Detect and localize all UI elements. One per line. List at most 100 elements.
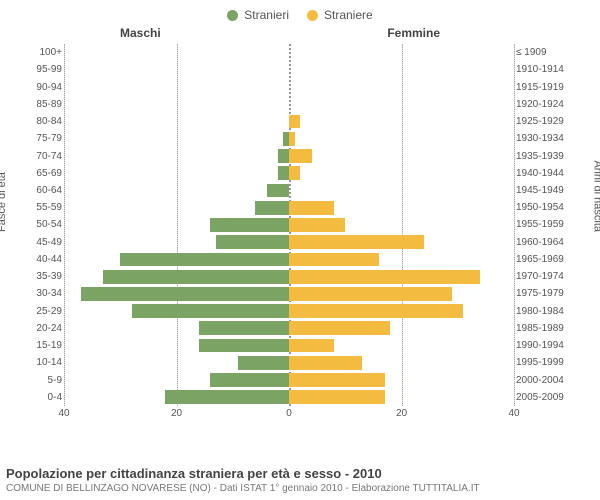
bar-row <box>64 61 514 78</box>
x-tick: 40 <box>508 408 519 419</box>
bar-female <box>289 321 390 335</box>
bar-row <box>64 354 514 371</box>
age-label: 30-34 <box>22 285 62 302</box>
header-maschi: Maschi <box>120 26 161 40</box>
legend-female-label: Straniere <box>324 8 373 22</box>
birth-label: 1910-1914 <box>516 61 586 78</box>
age-label: 75-79 <box>22 130 62 147</box>
bar-row <box>64 320 514 337</box>
bar-male <box>278 166 289 180</box>
birth-label: 1985-1989 <box>516 320 586 337</box>
bar-male <box>103 270 289 284</box>
birth-label: 1955-1959 <box>516 216 586 233</box>
age-label: 0-4 <box>22 389 62 406</box>
x-tick: 20 <box>171 408 182 419</box>
bar-male <box>132 304 290 318</box>
bar-female <box>289 304 463 318</box>
bar-female <box>289 373 385 387</box>
bar-row <box>64 389 514 406</box>
age-label: 10-14 <box>22 354 62 371</box>
age-label: 90-94 <box>22 78 62 95</box>
bar-male <box>120 253 289 267</box>
bar-female <box>289 253 379 267</box>
bar-female <box>289 132 295 146</box>
header-femmine: Femmine <box>387 26 440 40</box>
x-axis: 402002040 <box>64 408 514 424</box>
age-label: 25-29 <box>22 303 62 320</box>
bar-female <box>289 287 452 301</box>
bar-male <box>238 356 289 370</box>
birth-label: 1995-1999 <box>516 354 586 371</box>
bar-row <box>64 78 514 95</box>
x-tick: 20 <box>396 408 407 419</box>
birth-label: 2000-2004 <box>516 371 586 388</box>
bar-male <box>255 201 289 215</box>
bar-male <box>210 218 289 232</box>
bar-row <box>64 96 514 113</box>
bar-row <box>64 285 514 302</box>
plot-area <box>64 44 514 406</box>
bar-female <box>289 339 334 353</box>
legend-female: Straniere <box>307 8 373 22</box>
bar-male <box>216 235 289 249</box>
birth-label: 1935-1939 <box>516 147 586 164</box>
bar-male <box>278 149 289 163</box>
bar-row <box>64 182 514 199</box>
bar-male <box>267 184 290 198</box>
bar-male <box>165 390 289 404</box>
bar-female <box>289 390 385 404</box>
birth-label: 1960-1964 <box>516 234 586 251</box>
x-tick: 40 <box>58 408 69 419</box>
legend-male-label: Stranieri <box>244 8 289 22</box>
birth-label: 1965-1969 <box>516 251 586 268</box>
bar-row <box>64 268 514 285</box>
birth-label: 1920-1924 <box>516 96 586 113</box>
bar-female <box>289 149 312 163</box>
bar-row <box>64 303 514 320</box>
bar-row <box>64 234 514 251</box>
age-label: 65-69 <box>22 165 62 182</box>
y-axis-right-title: Anni di nascita <box>592 160 600 232</box>
age-label: 80-84 <box>22 113 62 130</box>
swatch-female <box>307 10 318 21</box>
bar-row <box>64 199 514 216</box>
bar-male <box>199 339 289 353</box>
bar-female <box>289 270 480 284</box>
birth-label: 2005-2009 <box>516 389 586 406</box>
age-label: 45-49 <box>22 234 62 251</box>
age-labels: 100+95-9990-9485-8980-8475-7970-7465-696… <box>22 44 62 406</box>
bar-row <box>64 371 514 388</box>
y-axis-left-title: Fasce di età <box>0 172 8 232</box>
birth-label: 1975-1979 <box>516 285 586 302</box>
age-label: 95-99 <box>22 61 62 78</box>
bar-female <box>289 115 300 129</box>
bar-rows <box>64 44 514 406</box>
bar-row <box>64 251 514 268</box>
age-label: 40-44 <box>22 251 62 268</box>
age-label: 85-89 <box>22 96 62 113</box>
birth-label: ≤ 1909 <box>516 44 586 61</box>
chart-title: Popolazione per cittadinanza straniera p… <box>6 466 594 481</box>
age-label: 60-64 <box>22 182 62 199</box>
legend-male: Stranieri <box>227 8 289 22</box>
age-label: 15-19 <box>22 337 62 354</box>
birth-label: 1915-1919 <box>516 78 586 95</box>
age-label: 70-74 <box>22 147 62 164</box>
legend: Stranieri Straniere <box>0 0 600 26</box>
birth-label: 1940-1944 <box>516 165 586 182</box>
birth-label: 1925-1929 <box>516 113 586 130</box>
bar-row <box>64 216 514 233</box>
bar-row <box>64 337 514 354</box>
bar-female <box>289 166 300 180</box>
bar-row <box>64 147 514 164</box>
age-label: 35-39 <box>22 268 62 285</box>
bar-row <box>64 113 514 130</box>
gridline <box>514 44 515 406</box>
birth-label: 1945-1949 <box>516 182 586 199</box>
bar-male <box>210 373 289 387</box>
birth-label: 1980-1984 <box>516 303 586 320</box>
bar-row <box>64 44 514 61</box>
age-label: 55-59 <box>22 199 62 216</box>
bar-female <box>289 218 345 232</box>
swatch-male <box>227 10 238 21</box>
